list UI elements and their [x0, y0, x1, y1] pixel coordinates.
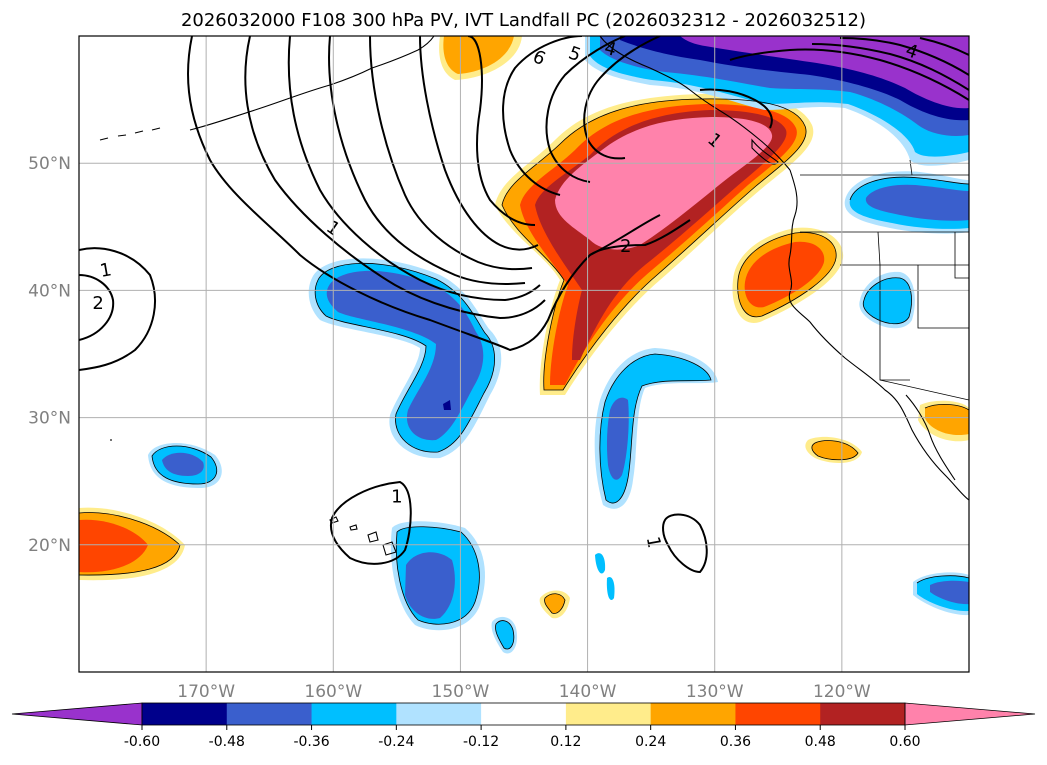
negative-anomaly-east	[844, 171, 969, 616]
colorbar-tick-label: -0.12	[463, 734, 499, 750]
colorbar-tick-label: 0.24	[635, 734, 666, 750]
coastlines	[99, 36, 969, 556]
positive-anomaly-small-cells	[439, 36, 969, 619]
colorbar-segment	[481, 703, 567, 725]
colorbar-tick-label: -0.36	[293, 734, 329, 750]
lat-tick-label: 20°N	[28, 536, 71, 556]
longitude-labels: 170°W 160°W 150°W 140°W 130°W 120°W	[177, 682, 871, 702]
political-borders	[800, 159, 969, 401]
negative-anomaly-hawaii	[390, 521, 518, 654]
colorbar-segment	[396, 703, 482, 725]
pv-contour-label: 1	[642, 535, 665, 550]
colorbar-tick-label: 0.60	[889, 734, 920, 750]
colorbar-tick-label: 0.12	[550, 734, 581, 750]
lat-tick-label: 30°N	[28, 409, 71, 429]
lon-tick-label: 170°W	[177, 682, 235, 702]
map-frame	[78, 35, 970, 673]
lat-tick-label: 50°N	[28, 154, 71, 174]
colorbar: -0.60 -0.48 -0.36 -0.24 -0.12 0.12 0.24 0.36 0.4…	[11, 702, 1036, 750]
anomaly-outline-contours	[79, 98, 969, 650]
colorbar-segment	[820, 703, 906, 725]
pv-contour-label: 1	[98, 259, 113, 282]
latitude-labels: 20°N 30°N 40°N 50°N	[28, 154, 71, 556]
colorbar-frame	[141, 702, 906, 726]
pv-contour-label: 4	[602, 38, 618, 61]
negative-anomaly-north	[585, 36, 969, 166]
colorbar-tick-label: 0.48	[805, 734, 836, 750]
pv-contour-label: 2	[92, 293, 103, 314]
colorbar-segment	[142, 703, 228, 725]
negative-anomaly-east-pacific	[594, 348, 718, 600]
colorbar-segment	[650, 703, 736, 725]
lon-tick-label: 140°W	[559, 682, 617, 702]
lon-tick-label: 150°W	[432, 682, 490, 702]
colorbar-tick-label: -0.60	[124, 734, 160, 750]
colorbar-tick-label: -0.24	[378, 734, 414, 750]
colorbar-tick-label: 0.36	[720, 734, 751, 750]
negative-anomaly-small-west	[148, 442, 222, 488]
colorbar-tick-label: -0.48	[209, 734, 245, 750]
colorbar-segment	[311, 703, 397, 725]
colorbar-segment	[226, 703, 313, 725]
pv-contour-label: 1	[391, 486, 402, 507]
lon-tick-label: 120°W	[813, 682, 871, 702]
positive-anomaly-subtropical-west	[79, 507, 185, 581]
pv-contour-label: 2	[620, 236, 631, 257]
positive-anomaly-west-coast	[732, 227, 844, 323]
colorbar-segment	[735, 703, 821, 725]
colorbar-extend-low	[11, 702, 143, 726]
colorbar-segment	[565, 703, 652, 725]
lon-tick-label: 130°W	[686, 682, 744, 702]
lon-tick-label: 160°W	[304, 682, 362, 702]
positive-anomaly-core	[495, 93, 814, 395]
colorbar-extend-high	[904, 702, 1036, 726]
map-title: 2026032000 F108 300 hPa PV, IVT Landfall…	[180, 10, 867, 31]
gridlines	[79, 36, 969, 672]
lat-tick-label: 40°N	[28, 281, 71, 301]
